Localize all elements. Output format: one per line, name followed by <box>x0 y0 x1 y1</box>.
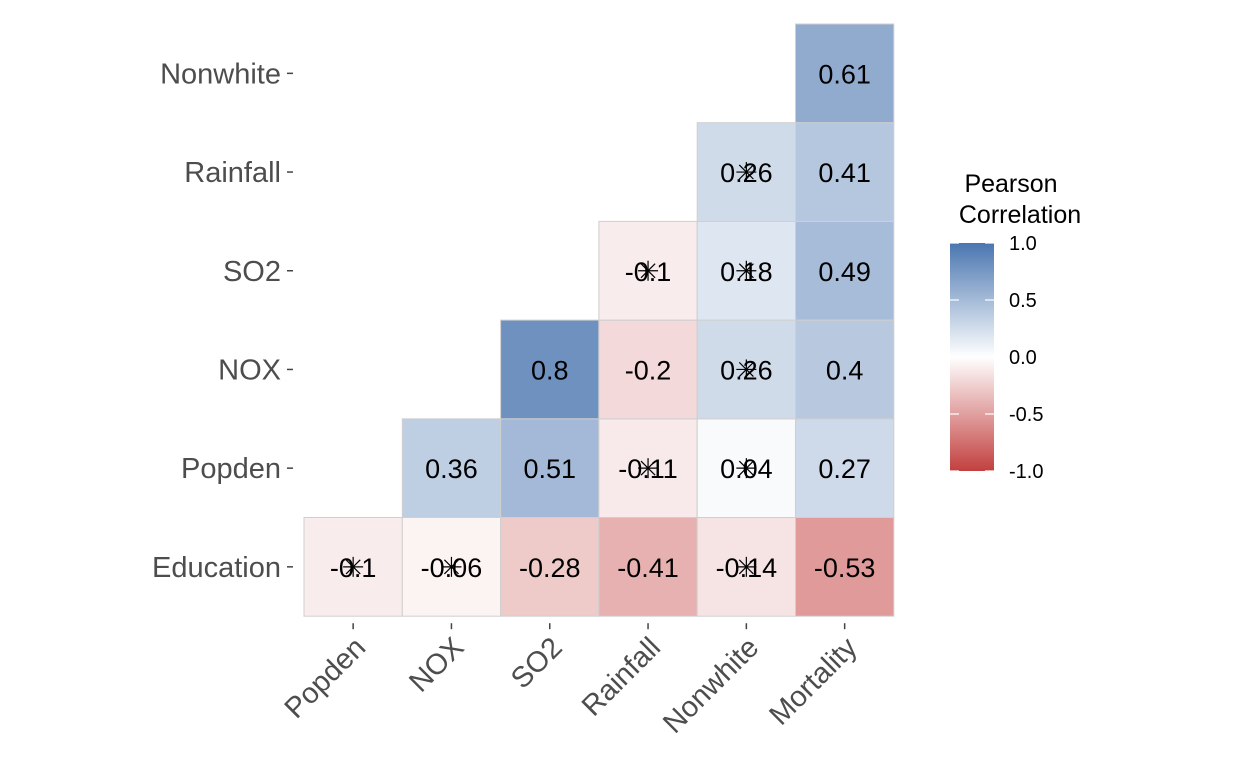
x-tick-label: SO2 <box>505 632 569 696</box>
insignificance-star-mark <box>736 162 757 183</box>
legend-title-line-2: Correlation <box>959 201 1081 229</box>
y-tick-label: Rainfall <box>184 157 281 189</box>
heatmap-cell-nox-mortality <box>795 319 895 420</box>
insignificance-star-mark <box>343 556 364 577</box>
color-legend: Pearson Correlation 1.0 0.5 0.0 -0.5 -1.0 <box>950 170 1081 483</box>
y-tick-label: Popden <box>181 453 281 485</box>
heatmap-cell-popden-so2 <box>500 418 600 518</box>
x-tick-label: Rainfall <box>576 632 667 723</box>
legend-title-line-1: Pearson <box>964 170 1057 198</box>
insignificance-star-mark <box>736 260 757 281</box>
insignificance-star-mark <box>736 458 757 479</box>
insignificance-star-mark <box>638 260 659 281</box>
insignificance-star-mark <box>638 458 659 479</box>
cell-value-label: -0.28 <box>519 553 581 583</box>
heatmap-cell-popden-nox <box>401 418 502 518</box>
cell-value-label: -0.53 <box>814 553 876 583</box>
legend-tick-label: 0.0 <box>1009 347 1037 369</box>
cell-value-label: -0.2 <box>625 355 672 385</box>
y-tick-label: SO2 <box>223 256 281 288</box>
heatmap-cells <box>303 23 895 617</box>
y-tick-label: Nonwhite <box>160 58 281 90</box>
cell-value-label: 0.4 <box>826 355 864 385</box>
x-tick-label: Popden <box>279 632 372 725</box>
legend-tick-label: 1.0 <box>1009 233 1037 255</box>
cell-value-label: 0.8 <box>531 355 569 385</box>
insignificance-marks <box>343 162 757 577</box>
heatmap-cell-education-mortality <box>795 517 895 617</box>
y-tick-label: Education <box>152 552 281 584</box>
insignificance-star-mark <box>736 556 757 577</box>
x-tick-label: Mortality <box>763 631 863 731</box>
y-tick-label: NOX <box>218 354 281 386</box>
cell-value-label: 0.36 <box>425 454 478 484</box>
heatmap-cell-nox-rainfall <box>598 319 698 420</box>
insignificance-star-mark <box>736 359 757 380</box>
heatmap-cell-nox-so2 <box>500 319 600 420</box>
cell-value-label: 0.49 <box>818 257 871 287</box>
heatmap-cell-nonwhite-mortality <box>795 23 895 124</box>
cell-value-label: 0.51 <box>523 454 576 484</box>
heatmap-cell-education-rainfall <box>598 517 698 617</box>
insignificance-star-mark <box>441 556 462 577</box>
cell-value-label: 0.41 <box>818 158 871 188</box>
legend-tick-label: -0.5 <box>1009 404 1043 426</box>
heatmap-cell-popden-mortality <box>795 418 895 518</box>
legend-tick-label: -1.0 <box>1009 461 1043 483</box>
heatmap-cell-so2-mortality <box>795 220 895 321</box>
legend-tick-label: 0.5 <box>1009 290 1037 312</box>
heatmap-cell-rainfall-mortality <box>795 122 895 222</box>
y-axis: Education Popden NOX SO2 Rainfall Nonwhite <box>152 58 293 584</box>
cell-value-label: 0.27 <box>818 454 871 484</box>
cell-value-label: 0.61 <box>818 59 871 89</box>
x-tick-label: NOX <box>403 632 470 699</box>
x-tick-label: Nonwhite <box>657 632 765 740</box>
cell-value-label: -0.41 <box>617 553 679 583</box>
